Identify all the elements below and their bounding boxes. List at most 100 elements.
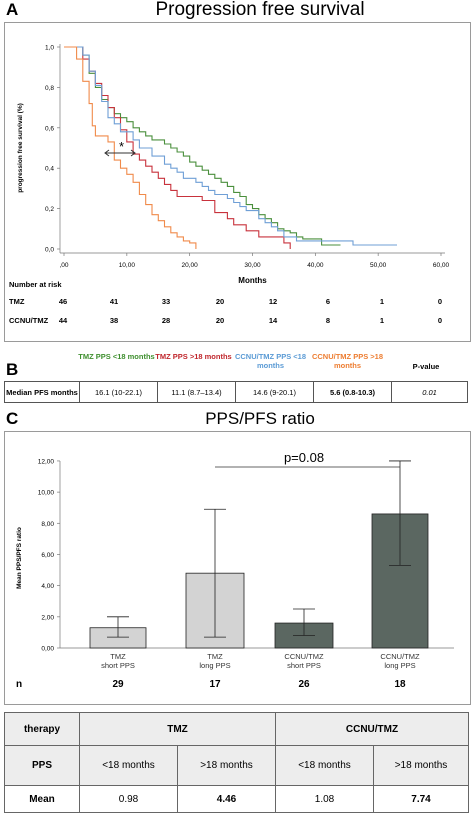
km-y-tick-label: 0,0: [45, 247, 54, 254]
risk-row-label: TMZ: [9, 297, 25, 306]
risk-value: 44: [58, 316, 68, 325]
therapy-label: therapy: [4, 712, 80, 746]
km-x-label: Months: [238, 276, 267, 285]
panel-a-letter: A: [6, 0, 19, 19]
km-x-tick-label: 20,00: [182, 262, 199, 269]
km-chart: 0,0 0,2 0,4 0,6 0,8 1,0 ,00 10,00 20,00 30,00 40,0…: [17, 44, 450, 285]
panel-c-letter: C: [6, 409, 19, 428]
median-pfs-header-4: CCNU/TMZ PPS >18 months: [311, 352, 384, 370]
risk-header: Number at risk: [9, 280, 62, 289]
risk-value: 20: [215, 297, 225, 306]
median-pfs-table: Median PFS months 16.1 (10-22.1) 11.1 (8…: [4, 381, 468, 403]
km-series-line-1: [64, 46, 341, 246]
km-y-tick-label: 0,4: [45, 166, 54, 173]
bar-y-tick-label: 2,00: [41, 614, 54, 621]
km-y-tick-label: 1,0: [45, 45, 54, 52]
risk-row-label: CCNU/TMZ: [9, 316, 49, 325]
mean-cell-1: 0.98: [79, 785, 178, 813]
panel-a-frame: [4, 22, 471, 342]
km-arrow-left: [104, 149, 110, 157]
risk-value: 38: [109, 316, 119, 325]
n-label: n: [16, 679, 23, 690]
n-value-3: 26: [298, 679, 310, 690]
ratio-bar-chart: 0,00 2,00 4,00 6,00 8,00 10,00 12,00 Mean PPS/P…: [16, 450, 454, 670]
mean-cell-3: 1.08: [275, 785, 374, 813]
bar-category-label: short PPS: [287, 661, 321, 670]
bar-category-label: CCNU/TMZ: [284, 652, 324, 661]
km-x-tick-label: 40,00: [307, 262, 324, 269]
risk-value: 1: [379, 316, 385, 325]
risk-value: 0: [437, 316, 443, 325]
km-series-line-4: [64, 46, 197, 249]
bar-category-label: long PPS: [384, 661, 415, 670]
risk-value: 28: [161, 316, 171, 325]
risk-value: 33: [161, 297, 171, 306]
median-pfs-label: Median PFS months: [4, 381, 80, 403]
bar-category-label: short PPS: [101, 661, 135, 670]
risk-value: 41: [109, 297, 119, 306]
bar-y-tick-label: 12,00: [38, 458, 55, 465]
mean-cell-4: 7.74: [373, 785, 469, 813]
risk-value: 1: [379, 297, 385, 306]
km-axes: 0,0 0,2 0,4 0,6 0,8 1,0 ,00 10,00 20,00 30,00 40,0…: [17, 44, 450, 285]
risk-value: 46: [58, 297, 68, 306]
pps-cell-2: >18 months: [177, 745, 276, 786]
panel-b-letter: B: [6, 360, 19, 379]
bar-y-tick-label: 4,00: [41, 583, 54, 590]
mean-cell-2: 4.46: [177, 785, 276, 813]
km-x-tick-label: 10,00: [119, 262, 136, 269]
pps-cell-3: <18 months: [275, 745, 374, 786]
median-pfs-header-2: TMZ PPS >18 months: [155, 352, 232, 361]
bar-category-label: TMZ: [110, 652, 126, 661]
bar-category-label: CCNU/TMZ: [380, 652, 420, 661]
km-series-line-3: [64, 46, 397, 246]
risk-value: 14: [268, 316, 278, 325]
pps-cell-4: >18 months: [373, 745, 469, 786]
pvalue-header: P-value: [412, 362, 440, 371]
median-pfs-value-1: 16.1 (10-22.1): [79, 381, 158, 403]
pvalue-bracket: p=0.08: [215, 450, 400, 468]
bar-y-tick-label: 6,00: [41, 552, 54, 559]
km-x-tick-label: 30,00: [244, 262, 261, 269]
km-y-tick-label: 0,8: [45, 85, 54, 92]
n-value-4: 18: [394, 679, 406, 690]
km-x-tick-label: 50,00: [370, 262, 387, 269]
bar-category-label: long PPS: [199, 661, 230, 670]
bar-marks: [89, 460, 429, 649]
km-x-tick-label: 60,00: [433, 262, 450, 269]
risk-value: 8: [325, 316, 331, 325]
therapy-row: therapy TMZ CCNU/TMZ: [4, 712, 469, 746]
km-lines: [64, 46, 397, 249]
bar-y-tick-label: 10,00: [38, 490, 55, 497]
risk-value: 12: [268, 297, 278, 306]
risk-value: 0: [437, 297, 443, 306]
therapy-tmz: TMZ: [79, 712, 276, 746]
risk-value: 6: [325, 297, 331, 306]
km-y-tick-label: 0,6: [45, 125, 54, 132]
pps-row: PPS <18 months >18 months <18 months >18…: [4, 745, 469, 786]
mean-label: Mean: [4, 785, 80, 813]
bar-y-tick-label: 0,00: [41, 646, 54, 653]
bar-y-tick-label: 8,00: [41, 521, 54, 528]
median-pfs-value-2: 11.1 (8.7–13.4): [157, 381, 236, 403]
pps-cell-1: <18 months: [79, 745, 178, 786]
n-value-1: 29: [112, 679, 124, 690]
bar-y-label: Mean PPS/PFS ratio: [16, 527, 23, 589]
median-pfs-header-1: TMZ PPS <18 months: [78, 352, 155, 361]
km-arrow-right: [130, 149, 136, 157]
panel-c-title: PPS/PFS ratio: [205, 409, 315, 428]
pvalue-annotation: p=0.08: [284, 450, 324, 465]
panel-a-title: Progression free survival: [155, 0, 365, 20]
bar-category-label: TMZ: [207, 652, 223, 661]
median-pfs-row: Median PFS months 16.1 (10-22.1) 11.1 (8…: [4, 381, 468, 403]
n-value-2: 17: [209, 679, 221, 690]
km-x-tick-label: ,00: [59, 262, 68, 269]
median-pfs-value-3: 14.6 (9-20.1): [235, 381, 314, 403]
median-pfs-pvalue: 0.01: [391, 381, 468, 403]
risk-value: 20: [215, 316, 225, 325]
median-pfs-value-4: 5.6 (0.8-10.3): [313, 381, 392, 403]
pps-label: PPS: [4, 745, 80, 786]
mean-ratio-table: therapy TMZ CCNU/TMZ PPS <18 months >18 …: [4, 712, 469, 813]
median-pfs-header-3: CCNU/TMZ PPS <18 months: [234, 352, 307, 370]
mean-row: Mean 0.98 4.46 1.08 7.74: [4, 785, 469, 813]
